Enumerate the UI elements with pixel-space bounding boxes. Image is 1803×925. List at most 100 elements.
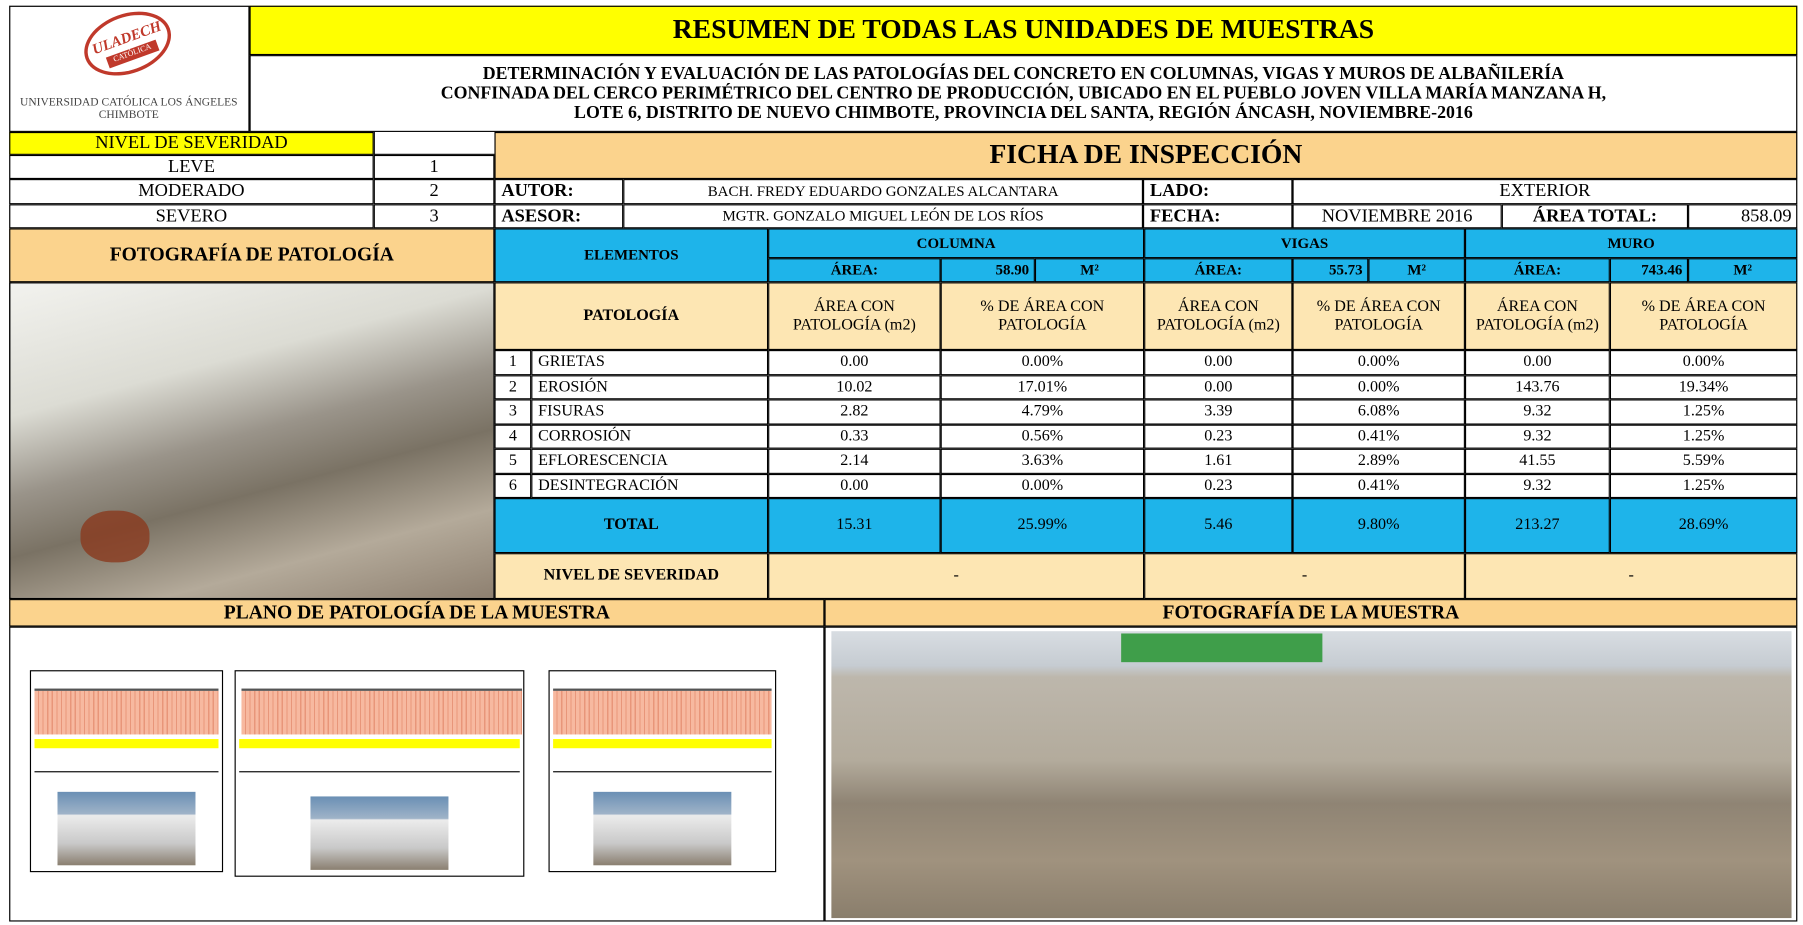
row-value: 0.00% [1292, 350, 1465, 375]
row-value: 17.01% [940, 374, 1145, 400]
author: BACH. FREDY EDUARDO GONZALES ALCANTARA [623, 179, 1144, 205]
row-number: 6 [494, 473, 532, 499]
author-label: AUTOR: [494, 179, 624, 205]
severity-value: - [1464, 553, 1798, 600]
area-label: ÁREA: [1144, 258, 1293, 283]
row-value: 10.02 [768, 374, 941, 400]
pathology-name: GRIETAS [531, 350, 769, 375]
advisor-label: ASESOR: [494, 204, 624, 229]
row-value: 1.61 [1144, 448, 1293, 474]
row-value: 1.25% [1609, 473, 1798, 499]
side-label: LADO: [1143, 179, 1293, 205]
pathology-name: CORROSIÓN [531, 424, 769, 449]
form-title: FICHA DE INSPECCIÓN [494, 131, 1798, 180]
row-value: 0.00% [940, 473, 1145, 499]
area-unit: M² [1034, 258, 1145, 283]
photo-sign [1121, 633, 1323, 663]
group-name: MURO [1464, 228, 1798, 259]
row-number: 1 [494, 350, 532, 375]
sample-photo [831, 631, 1792, 919]
row-number: 2 [494, 374, 532, 400]
plan-photo [310, 796, 449, 870]
sample-photo-title: FOTOGRAFÍA DE LA MUESTRA [824, 599, 1798, 627]
area-value: 58.90 [940, 258, 1035, 283]
severity-level: MODERADO [9, 179, 374, 205]
row-value: 5.59% [1609, 448, 1798, 474]
sub-header: ÁREA CON PATOLOGÍA (m2) [768, 282, 941, 351]
photo-title: FOTOGRAFÍA DE PATOLOGÍA [9, 228, 495, 283]
severity-legend-title: NIVEL DE SEVERIDAD [9, 131, 374, 155]
area-unit: M² [1368, 258, 1465, 283]
severity-legend-blank [373, 131, 495, 155]
sub-header: % DE ÁREA CON PATOLOGÍA [1292, 282, 1465, 351]
plan-base [239, 739, 520, 749]
row-value: 2.82 [768, 399, 941, 425]
row-value: 143.76 [1464, 374, 1610, 400]
row-value: 0.56% [940, 424, 1145, 449]
row-value: 9.32 [1464, 424, 1610, 449]
plan-wall [34, 688, 219, 735]
total-value: 213.27 [1464, 498, 1610, 554]
row-number: 3 [494, 399, 532, 425]
sub-header: % DE ÁREA CON PATOLOGÍA [940, 282, 1145, 351]
area-unit: M² [1688, 258, 1798, 283]
pathology-name: DESINTEGRACIÓN [531, 473, 769, 499]
date-label: FECHA: [1143, 204, 1293, 229]
severity-level-value: 2 [373, 179, 495, 205]
row-value: 0.00 [1144, 374, 1293, 400]
row-number: 5 [494, 448, 532, 474]
sub-header: ÁREA CON PATOLOGÍA (m2) [1464, 282, 1610, 351]
subtitle: DETERMINACIÓN Y EVALUACIÓN DE LAS PATOLO… [249, 55, 1798, 132]
total-value: 25.99% [940, 498, 1145, 554]
row-value: 0.00 [768, 473, 941, 499]
severity-level: LEVE [9, 154, 374, 180]
row-value: 0.23 [1144, 473, 1293, 499]
area-label: ÁREA: [768, 258, 941, 283]
plan-dim [553, 771, 772, 773]
row-value: 0.33 [768, 424, 941, 449]
logo-block [9, 5, 250, 132]
row-value: 0.00% [1609, 350, 1798, 375]
row-value: 0.23 [1144, 424, 1293, 449]
row-value: 3.39 [1144, 399, 1293, 425]
severity-value: - [1144, 553, 1465, 600]
elements-label: ELEMENTOS [494, 228, 769, 283]
row-value: 0.41% [1292, 424, 1465, 449]
row-value: 6.08% [1292, 399, 1465, 425]
row-number: 4 [494, 424, 532, 449]
severity-level-value: 1 [373, 154, 495, 180]
plan-dim [239, 771, 520, 773]
area-value: 743.46 [1609, 258, 1689, 283]
university-name: UNIVERSIDAD CATÓLICA LOS ÁNGELES CHIMBOT… [20, 96, 238, 122]
severity-level-value: 3 [373, 204, 495, 229]
total-area: 858.09 [1688, 204, 1798, 229]
plan-photo [593, 791, 732, 866]
plan-wall [553, 688, 772, 735]
date: NOVIEMBRE 2016 [1292, 204, 1502, 229]
sub-header: % DE ÁREA CON PATOLOGÍA [1609, 282, 1798, 351]
row-value: 1.25% [1609, 424, 1798, 449]
plan-title: PLANO DE PATOLOGÍA DE LA MUESTRA [9, 599, 825, 627]
total-value: 15.31 [768, 498, 941, 554]
row-value: 9.32 [1464, 399, 1610, 425]
plan-base [34, 739, 219, 749]
row-value: 4.79% [940, 399, 1145, 425]
row-value: 41.55 [1464, 448, 1610, 474]
row-value: 0.00 [768, 350, 941, 375]
side: EXTERIOR [1292, 179, 1798, 205]
total-area-label: ÁREA TOTAL: [1501, 204, 1689, 229]
total-value: 9.80% [1292, 498, 1465, 554]
main-title: RESUMEN DE TODAS LAS UNIDADES DE MUESTRA… [249, 5, 1798, 56]
row-value: 3.63% [940, 448, 1145, 474]
row-value: 0.00 [1144, 350, 1293, 375]
row-value: 0.00 [1464, 350, 1610, 375]
total-value: 5.46 [1144, 498, 1293, 554]
total-label: TOTAL [494, 498, 769, 554]
plan-photo [57, 791, 196, 866]
row-value: 0.00% [1292, 374, 1465, 400]
row-value: 9.32 [1464, 473, 1610, 499]
total-value: 28.69% [1609, 498, 1798, 554]
pathology-name: EROSIÓN [531, 374, 769, 400]
severity-label: NIVEL DE SEVERIDAD [494, 553, 769, 600]
